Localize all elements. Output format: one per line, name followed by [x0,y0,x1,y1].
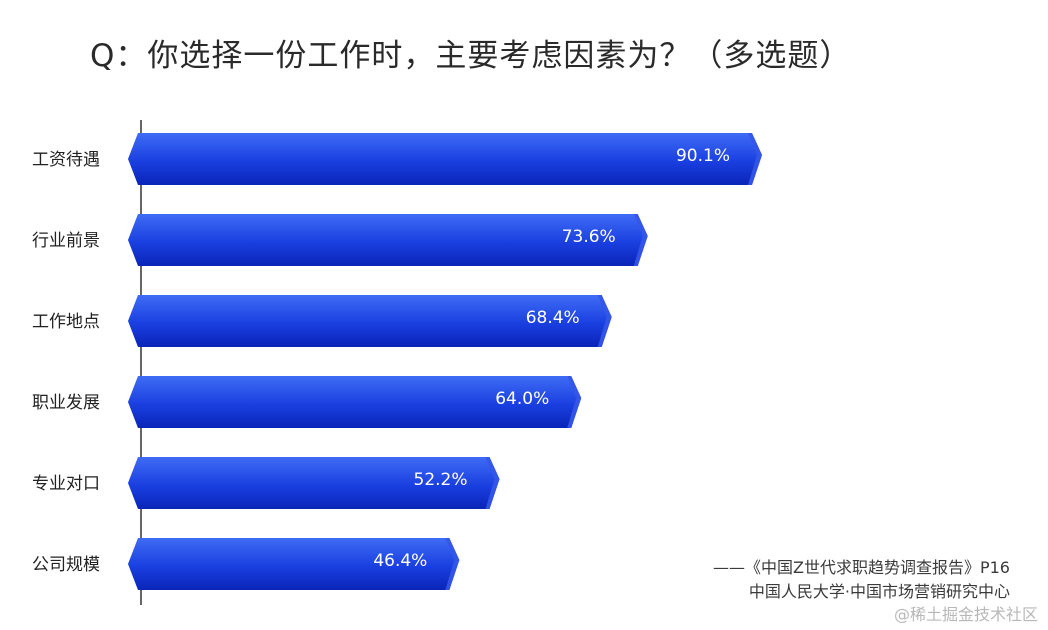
value-label: 68.4% [526,308,580,328]
value-label: 64.0% [495,389,549,409]
value-label: 52.2% [414,470,468,490]
category-label: 行业前景 [32,231,100,251]
category-label: 专业对口 [32,474,100,494]
chart-title: Q：你选择一份工作时，主要考虑因素为？（多选题） [90,38,852,74]
bar-6 [128,538,460,590]
source-citation: ——《中国Z世代求职趋势调查报告》P16 中国人民大学·中国市场营销研究中心 [713,556,1010,604]
bar-end-facet-3 [597,295,612,347]
bar-end-facet-6 [445,538,460,590]
bar-end-facet-1 [748,133,762,185]
bar-2 [128,214,648,266]
watermark: @稀土掘金技术社区 [893,605,1038,624]
bar-end-facet-5 [485,457,500,509]
bar-5 [128,457,500,509]
source-line-1: ——《中国Z世代求职趋势调查报告》P16 [713,558,1010,577]
category-label: 公司规模 [32,555,100,575]
category-label: 职业发展 [32,393,100,413]
bar-end-facet-4 [567,376,582,428]
bars-group: 工资待遇 90.1% 行业前景 73.6% 工作地点 68.4% 职业发展 64.0% 专业对口… [32,133,762,590]
bar-1 [128,133,762,185]
source-line-2: 中国人民大学·中国市场营销研究中心 [748,582,1010,601]
bar-3 [128,295,612,347]
value-label: 46.4% [373,551,427,571]
value-label: 90.1% [676,146,730,166]
bar-end-facet-2 [633,214,648,266]
value-label: 73.6% [562,227,616,247]
bar-4 [128,376,582,428]
category-label: 工资待遇 [32,150,100,170]
category-label: 工作地点 [32,312,100,332]
